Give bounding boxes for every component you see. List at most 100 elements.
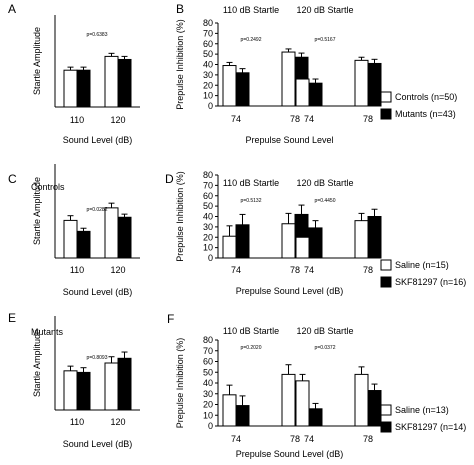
panel-C-bar-control [104,207,119,259]
panel-B-ylabel: Prepulse Inhibition (%) [175,19,185,110]
panel-A-bar-control [104,55,119,108]
panel-D-legend-label: Saline (n=15) [395,260,449,270]
panel-D-y-tick-label: 20 [203,232,213,242]
panel-B-x-tick-label: 74 [304,114,314,124]
panel-F-y-tick-label: 30 [203,389,213,399]
panel-C-xlabel: Sound Level (dB) [63,287,133,297]
panel-A-pvalue: p=0.6383 [87,32,108,38]
panel-C-ylabel: Startle Amplitude [32,177,42,245]
panel-D-bar-treatment [367,216,382,259]
panel-C-bar-treatment [117,216,132,259]
panel-D-legend-label: SKF81297 (n=16) [395,277,466,287]
panel-D-x-tick-label: 78 [290,265,300,275]
panel-B-y-tick-label: 20 [203,80,213,90]
panel-B-x-tick-label: 78 [363,114,373,124]
panel-F-y-tick-label: 0 [208,421,213,431]
panel-C-letter: C [8,172,17,186]
panel-D-pvalue: p=0.5132 [241,198,262,204]
panel-E-letter: E [8,311,16,325]
panel-F-group-title: 110 dB Startle [223,326,279,336]
panel-D-group-title: 120 dB Startle [296,178,353,188]
panel-B-y-tick-label: 40 [203,60,213,70]
panel-F-legend-label: Saline (n=13) [395,405,449,415]
panel-B-legend-label: Mutants (n=43) [395,109,456,119]
panel-B-group-title: 110 dB Startle [223,5,279,15]
panel-F-bar-control [222,394,237,427]
panel-F-y-tick-label: 70 [203,346,213,356]
panel-D-bar-control [281,223,296,259]
panel-F-x-tick-label: 74 [231,434,241,444]
panel-F-y-tick-label: 50 [203,367,213,377]
panel-D-y-tick-label: 60 [203,191,213,201]
panel-F-y-tick-label: 40 [203,378,213,388]
panel-F-bar-control [354,373,369,427]
panel-F-y-tick-label: 60 [203,357,213,367]
panel-D-y-tick-label: 50 [203,201,213,211]
panel-F-legend-swatch [380,404,392,416]
panel-B-x-tick-label: 74 [231,114,241,124]
panel-B-bar-treatment [308,82,323,107]
panel-F-bar-control [281,373,296,427]
panel-D-group-title: 110 dB Startle [223,178,279,188]
panel-F-y-tick-label: 10 [203,410,213,420]
panel-D-bar-control [222,235,237,259]
panel-B-y-tick-label: 60 [203,39,213,49]
panel-D-bar-control [295,236,310,259]
panel-B-letter: B [176,2,184,16]
panel-F-bar-treatment [308,408,323,427]
panel-E-pvalue: p=0.8093 [87,355,108,361]
panel-F-legend-swatch [380,421,392,433]
panel-A-ylabel: Startle Amplitude [32,27,42,95]
panel-F-xlabel: Prepulse Sound Level (dB) [236,449,344,459]
panel-C-bar-control [63,219,78,259]
panel-A-bar-treatment [76,69,91,108]
panel-B-y-tick-label: 10 [203,91,213,101]
panel-B-y-tick-label: 50 [203,49,213,59]
panel-D-y-tick-label: 10 [203,243,213,253]
panel-A-bar-treatment [117,58,132,108]
panel-D-x-tick-label: 74 [304,265,314,275]
panel-D-y-tick-label: 80 [203,170,213,180]
panel-B-xlabel: Prepulse Sound Level [245,135,333,145]
panel-F-x-tick-label: 78 [290,434,300,444]
panel-B-pvalue: p=0.5167 [315,37,336,43]
panel-B-bar-treatment [367,62,382,107]
panel-A-x-tick-label: 110 [70,115,84,125]
panel-D-y-tick-label: 40 [203,212,213,222]
panel-E-xlabel: Sound Level (dB) [63,439,133,449]
panel-B-legend-swatch [380,91,392,103]
panel-B-bar-control [295,78,310,107]
panel-B-y-tick-label: 0 [208,101,213,111]
panel-B-group-title: 120 dB Startle [296,5,353,15]
panel-F-y-tick-label: 20 [203,400,213,410]
panel-D-bar-treatment [235,224,250,259]
panel-E-x-tick-label: 110 [70,417,84,427]
panel-C-title: Controls [31,182,65,192]
panel-A-bar-control [63,69,78,108]
panel-C-bar-treatment [76,230,91,259]
panel-E-bar-control [63,370,78,411]
panel-D-x-tick-label: 74 [231,265,241,275]
panel-A-xlabel: Sound Level (dB) [63,135,133,145]
panel-E-x-tick-label: 120 [110,417,125,427]
panel-B-pvalue: p=0.2492 [241,37,262,43]
panel-F-letter: F [167,312,174,326]
panel-F-bar-treatment [367,390,382,427]
panel-A-letter: A [8,2,16,16]
panel-E-bar-treatment [117,357,132,411]
panel-B-bar-treatment [235,72,250,107]
panel-D-y-tick-label: 0 [208,253,213,263]
panel-B-x-tick-label: 78 [290,114,300,124]
panel-B-y-tick-label: 70 [203,28,213,38]
panel-D-y-tick-label: 30 [203,222,213,232]
panel-F-ylabel: Prepulse Inhibition (%) [175,338,185,429]
panel-D-bar-control [354,220,369,259]
panel-F-pvalue: p=0.0372 [315,345,336,351]
panel-B-legend-label: Controls (n=50) [395,92,457,102]
panel-B-bar-control [222,65,237,107]
panel-C-x-tick-label: 110 [70,265,84,275]
panel-D-y-tick-label: 70 [203,180,213,190]
panel-D-bar-treatment [308,227,323,259]
panel-F-bar-treatment [235,405,250,427]
